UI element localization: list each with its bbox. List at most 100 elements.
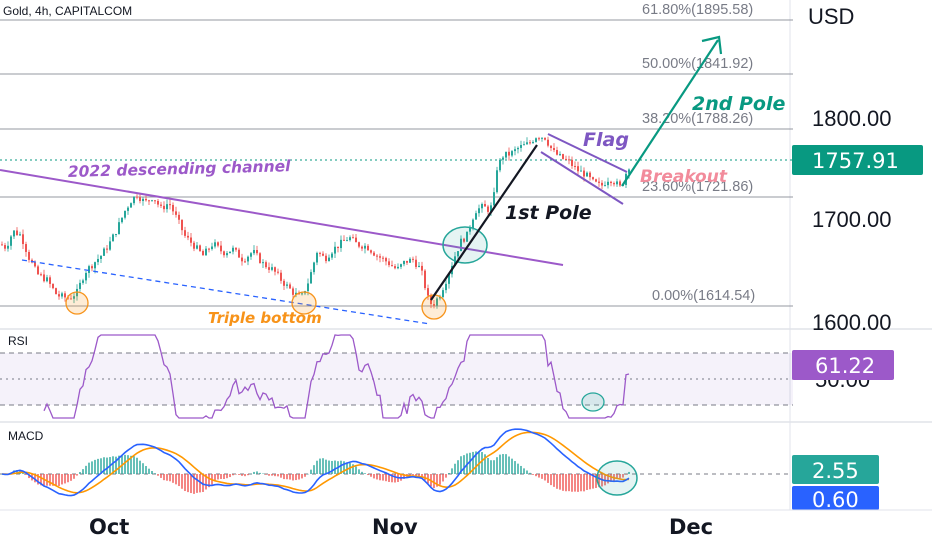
macd-histogram-bar: [199, 474, 201, 493]
candle-body: [103, 248, 105, 256]
rsi-value-badge[interactable]: [792, 350, 894, 380]
candle-body: [64, 293, 66, 298]
macd-histogram-bar: [370, 474, 372, 477]
candle-body: [487, 206, 489, 212]
macd-histogram-bar: [190, 474, 192, 494]
macd-histogram-bar: [616, 474, 618, 480]
macd-histogram-bar: [367, 474, 369, 476]
macd-histogram-bar: [604, 474, 606, 486]
candle-body: [376, 255, 378, 257]
candle-body: [442, 290, 444, 297]
candle-body: [1, 244, 3, 246]
candle-body: [130, 203, 132, 208]
macd-histogram-bar: [166, 474, 168, 481]
candle-body: [313, 262, 315, 273]
candle-body: [502, 157, 504, 160]
flag-upper-line[interactable]: [547, 133, 628, 173]
candle-body: [352, 237, 354, 239]
rsi-low-circle[interactable]: [581, 392, 605, 412]
channel-lower-line[interactable]: [21, 259, 431, 325]
time-axis-label: Dec: [669, 515, 713, 539]
macd-histogram-bar: [544, 474, 546, 481]
candle-body: [172, 204, 174, 212]
candle-body: [535, 138, 537, 142]
macd-histogram-bar: [280, 474, 282, 478]
candle-body: [178, 214, 180, 220]
candle-body: [232, 247, 234, 252]
candle-body: [379, 256, 381, 258]
candle-body: [268, 267, 270, 270]
macd-value-badge[interactable]: [792, 455, 879, 484]
macd-histogram-bar: [127, 455, 129, 474]
macd-histogram-bar: [136, 457, 138, 474]
candle-body: [214, 242, 216, 247]
candle-body: [478, 208, 480, 214]
second-pole-annotation: 2nd Pole: [692, 93, 785, 115]
macd-histogram-bar: [259, 472, 261, 474]
candle-body: [457, 251, 459, 257]
second-pole-arrow[interactable]: [621, 39, 719, 187]
macd-histogram-bar: [550, 474, 552, 486]
symbol-header[interactable]: Gold, 4h, CAPITALCOM: [3, 4, 132, 18]
macd-title[interactable]: MACD: [8, 429, 44, 443]
currency-label: USD: [808, 4, 854, 29]
macd-cross-circle[interactable]: [596, 460, 638, 496]
macd-histogram-bar: [247, 474, 249, 476]
channel-upper-line[interactable]: [0, 169, 564, 266]
current-price-badge[interactable]: [792, 145, 923, 175]
macd-histogram-bar: [298, 474, 300, 480]
macd-histogram-bar: [553, 474, 555, 487]
fib-retracement[interactable]: 61.80%(1895.58) 50.00%(1841.92) 38.20%(1…: [0, 2, 793, 307]
candle-body: [16, 230, 18, 236]
rsi-title[interactable]: RSI: [8, 334, 28, 348]
flag-lower-line[interactable]: [540, 151, 624, 205]
macd-histogram-bar: [505, 454, 507, 474]
macd-histogram-bar: [208, 474, 210, 488]
triple-bottom-circle[interactable]: [421, 294, 447, 320]
macd-histogram-bar: [268, 474, 270, 476]
candle-body: [253, 249, 255, 254]
candle-body: [205, 248, 207, 256]
candle-body: [508, 151, 510, 156]
macd-histogram-bar: [388, 474, 390, 482]
candle-body: [370, 250, 372, 253]
candle-body: [217, 242, 219, 246]
candle-body: [229, 251, 231, 254]
macd-histogram-bar: [379, 474, 381, 481]
candle-body: [46, 277, 48, 282]
macd-histogram-bar: [235, 474, 237, 475]
triple-bottom-circle[interactable]: [65, 291, 89, 315]
candle-body: [346, 240, 348, 242]
candle-body: [37, 266, 39, 275]
candle-body: [523, 144, 525, 146]
macd-histogram-bar: [364, 473, 366, 474]
triple-bottom-circle[interactable]: [291, 291, 317, 315]
macd-histogram-bar: [274, 474, 276, 477]
macd-histogram-bar: [313, 465, 315, 474]
macd-histogram-bar: [346, 462, 348, 474]
macd-histogram-bar: [484, 454, 486, 474]
macd-histogram-bar: [361, 471, 363, 474]
macd-histogram-bar: [592, 474, 594, 489]
candle-body: [424, 270, 426, 289]
candle-body: [445, 283, 447, 291]
candle-body: [292, 288, 294, 295]
candle-body: [22, 234, 24, 245]
channel-breakout-circle[interactable]: [442, 226, 488, 264]
first-pole-line[interactable]: [430, 144, 538, 301]
macd-histogram-bar: [133, 456, 135, 474]
signal-value-badge[interactable]: [792, 486, 879, 510]
candle-body: [319, 252, 321, 254]
candle-body: [4, 245, 6, 249]
macd-histogram-bar: [160, 474, 162, 478]
macd-histogram-bar: [130, 455, 132, 474]
candle-body: [583, 170, 585, 177]
macd-signal-line: [1, 431, 630, 494]
candle-body: [208, 248, 210, 250]
macd-histogram-bar: [112, 456, 114, 474]
macd-histogram-bar: [253, 471, 255, 474]
macd-histogram-bar: [193, 474, 195, 494]
candle-body: [106, 248, 108, 250]
candle-body: [337, 246, 339, 249]
